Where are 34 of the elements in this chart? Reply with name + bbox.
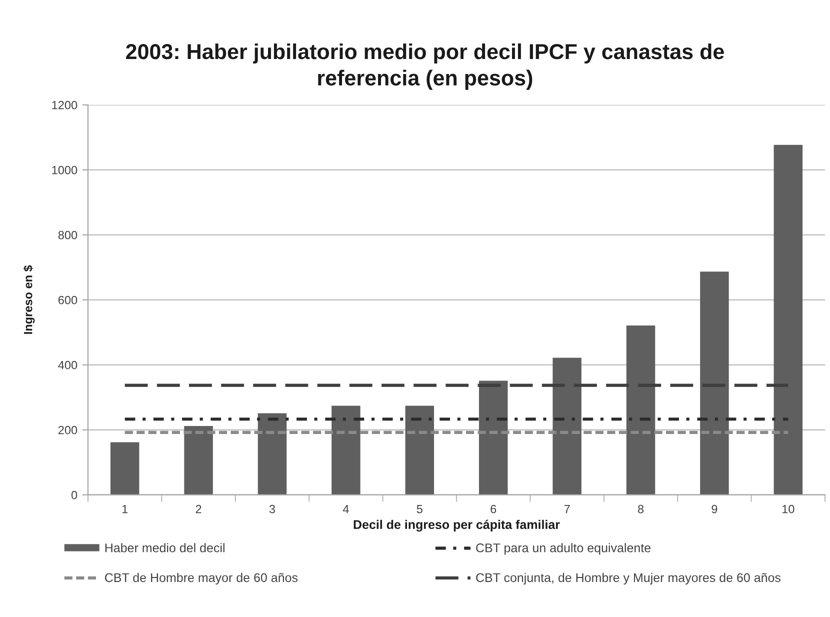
bar: [110, 442, 140, 495]
legend-label: CBT de Hombre mayor de 60 años: [105, 572, 298, 585]
x-tick-label: 6: [490, 504, 496, 514]
bar: [258, 413, 287, 495]
x-tick-label: 5: [416, 504, 422, 514]
x-tick-label: 4: [342, 504, 349, 514]
y-tick-label: 200: [58, 426, 78, 434]
y-tick-label: 800: [58, 230, 78, 240]
y-tick-label: 400: [58, 360, 78, 370]
x-tick-label: 8: [638, 504, 644, 514]
y-tick-label: 0: [71, 490, 78, 500]
bar: [332, 406, 360, 495]
bar: [774, 144, 803, 495]
x-tick-label: 1: [122, 504, 128, 514]
legend-label: CBT conjunta, de Hombre y Mujer mayores de 60 años: [476, 572, 781, 585]
x-tick-label: 9: [712, 504, 718, 514]
x-tick-label: 3: [269, 504, 276, 514]
x-tick-label: 10: [782, 504, 794, 514]
legend-label: Haber medio del decil: [105, 543, 224, 552]
x-axis-title: Decil de ingreso per cápita familiar: [354, 520, 560, 532]
y-tick-label: 1200: [52, 100, 78, 110]
bar: [184, 426, 213, 495]
legend-label: CBT para un adulto equivalente: [476, 543, 651, 555]
chart-title: 2003: Haber jubilatorio medio por decil IPCF y canastas de referencia (en pesos): [126, 43, 724, 90]
x-tick-label: 2: [196, 504, 202, 514]
bar: [700, 272, 729, 495]
bar: [552, 358, 582, 495]
y-tick-label: 600: [58, 296, 78, 304]
x-tick-label: 7: [564, 504, 570, 514]
y-tick-label: 1000: [52, 166, 78, 174]
bar: [478, 380, 508, 495]
bar: [626, 326, 656, 495]
y-axis-title: Ingreso en $: [23, 265, 35, 334]
bar: [405, 406, 434, 495]
